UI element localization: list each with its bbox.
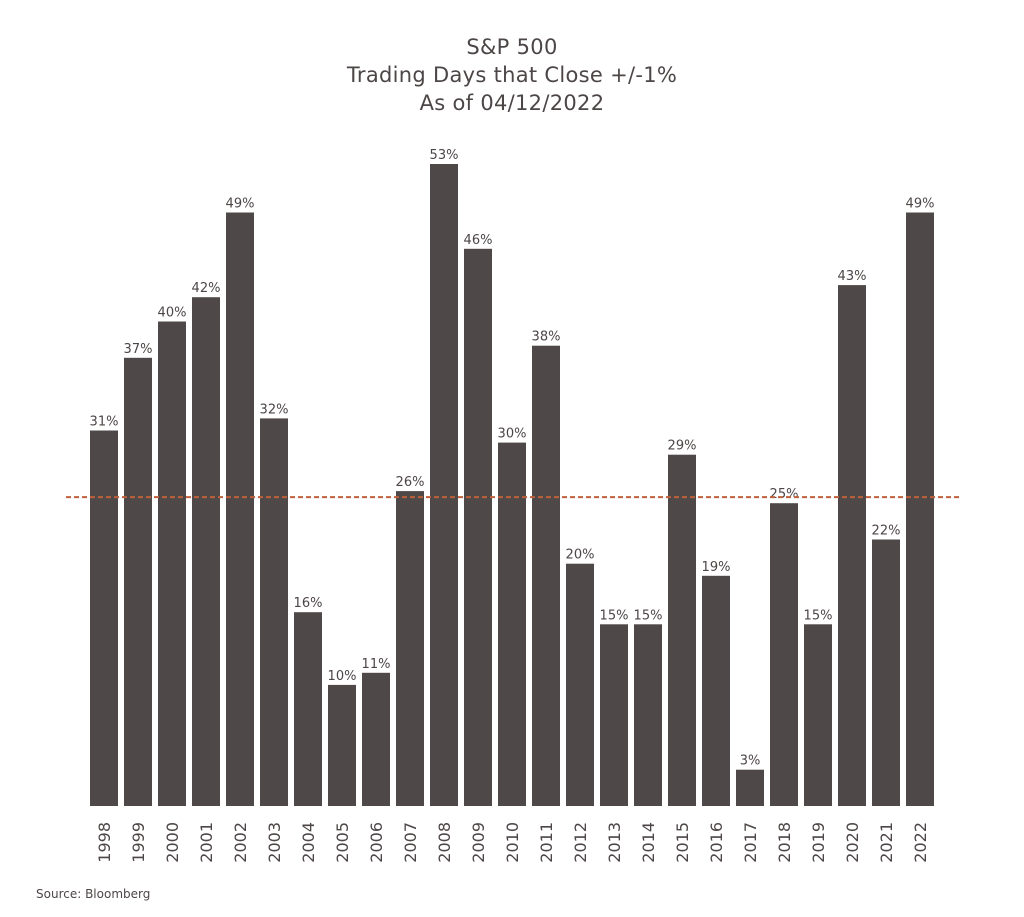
- x-tick-label-2014: 2014: [639, 822, 658, 863]
- x-tick-label-2021: 2021: [877, 822, 896, 863]
- x-tick-label-2020: 2020: [843, 822, 862, 863]
- source-note: Source: Bloomberg: [36, 887, 151, 901]
- x-tick-label-2013: 2013: [605, 822, 624, 863]
- x-tick-label-2018: 2018: [775, 822, 794, 863]
- bar-2011: [532, 345, 560, 806]
- bar-2009: [464, 248, 492, 807]
- data-label-2015: 29%: [668, 439, 697, 454]
- bar-2013: [600, 624, 628, 806]
- x-tick-label-2017: 2017: [741, 822, 760, 863]
- data-label-2007: 26%: [396, 475, 425, 490]
- bar-2014: [634, 624, 662, 806]
- x-tick-label-2000: 2000: [163, 822, 182, 863]
- bar-1999: [124, 357, 152, 806]
- bar-2004: [294, 612, 322, 806]
- x-tick-label-2012: 2012: [571, 822, 590, 863]
- x-tick-label-2011: 2011: [537, 822, 556, 863]
- x-tick-label-2002: 2002: [231, 822, 250, 863]
- bar-2010: [498, 442, 526, 806]
- x-tick-label-2022: 2022: [911, 822, 930, 863]
- chart-title-line-3: As of 04/12/2022: [419, 91, 605, 115]
- bar-2018: [770, 503, 798, 806]
- chart-title-line-1: S&P 500: [466, 35, 558, 59]
- bar-2016: [702, 575, 730, 806]
- x-tick-label-2001: 2001: [197, 822, 216, 863]
- bar-2005: [328, 684, 356, 806]
- bar-2000: [158, 321, 186, 806]
- data-label-2020: 43%: [838, 269, 867, 284]
- data-label-2022: 49%: [906, 197, 935, 212]
- bar-2001: [192, 297, 220, 806]
- x-tick-label-2015: 2015: [673, 822, 692, 863]
- data-label-2013: 15%: [600, 608, 629, 623]
- x-tick-label-1998: 1998: [95, 822, 114, 863]
- data-label-1998: 31%: [90, 415, 119, 430]
- bar-2003: [260, 418, 288, 806]
- data-label-2021: 22%: [872, 524, 901, 539]
- data-label-2010: 30%: [498, 427, 527, 442]
- x-tick-label-2019: 2019: [809, 822, 828, 863]
- x-tick-label-2016: 2016: [707, 822, 726, 863]
- data-label-2018: 25%: [770, 487, 799, 502]
- x-tick-label-2008: 2008: [435, 822, 454, 863]
- bar-2017: [736, 769, 764, 806]
- data-label-1999: 37%: [124, 342, 153, 357]
- x-tick-label-2005: 2005: [333, 822, 352, 863]
- x-tick-label-2009: 2009: [469, 822, 488, 863]
- data-label-2003: 32%: [260, 402, 289, 417]
- data-label-2011: 38%: [532, 330, 561, 345]
- data-label-2017: 3%: [740, 754, 761, 769]
- data-label-2014: 15%: [634, 608, 663, 623]
- chart-title-line-2: Trading Days that Close +/-1%: [346, 63, 678, 87]
- bar-2015: [668, 454, 696, 806]
- data-label-2012: 20%: [566, 548, 595, 563]
- data-label-2001: 42%: [192, 281, 221, 296]
- x-tick-label-2010: 2010: [503, 822, 522, 863]
- data-label-2016: 19%: [702, 560, 731, 575]
- bar-2007: [396, 491, 424, 806]
- data-label-2019: 15%: [804, 608, 833, 623]
- bar-2012: [566, 563, 594, 806]
- bar-2006: [362, 672, 390, 806]
- bar-2021: [872, 539, 900, 806]
- data-label-2008: 53%: [430, 148, 459, 163]
- data-label-2005: 10%: [328, 669, 357, 684]
- x-tick-label-2006: 2006: [367, 822, 386, 863]
- x-tick-label-2003: 2003: [265, 822, 284, 863]
- bar-2020: [838, 285, 866, 807]
- x-tick-label-2007: 2007: [401, 822, 420, 863]
- data-label-2006: 11%: [362, 657, 391, 672]
- bar-2002: [226, 212, 254, 806]
- bar-2008: [430, 164, 458, 806]
- data-label-2000: 40%: [158, 306, 187, 321]
- x-tick-label-2004: 2004: [299, 822, 318, 863]
- bar-2022: [906, 212, 934, 806]
- x-tick-label-1999: 1999: [129, 822, 148, 863]
- bar-1998: [90, 430, 118, 806]
- data-label-2004: 16%: [294, 596, 323, 611]
- bar-2019: [804, 624, 832, 806]
- data-label-2009: 46%: [464, 233, 493, 248]
- data-label-2002: 49%: [226, 197, 255, 212]
